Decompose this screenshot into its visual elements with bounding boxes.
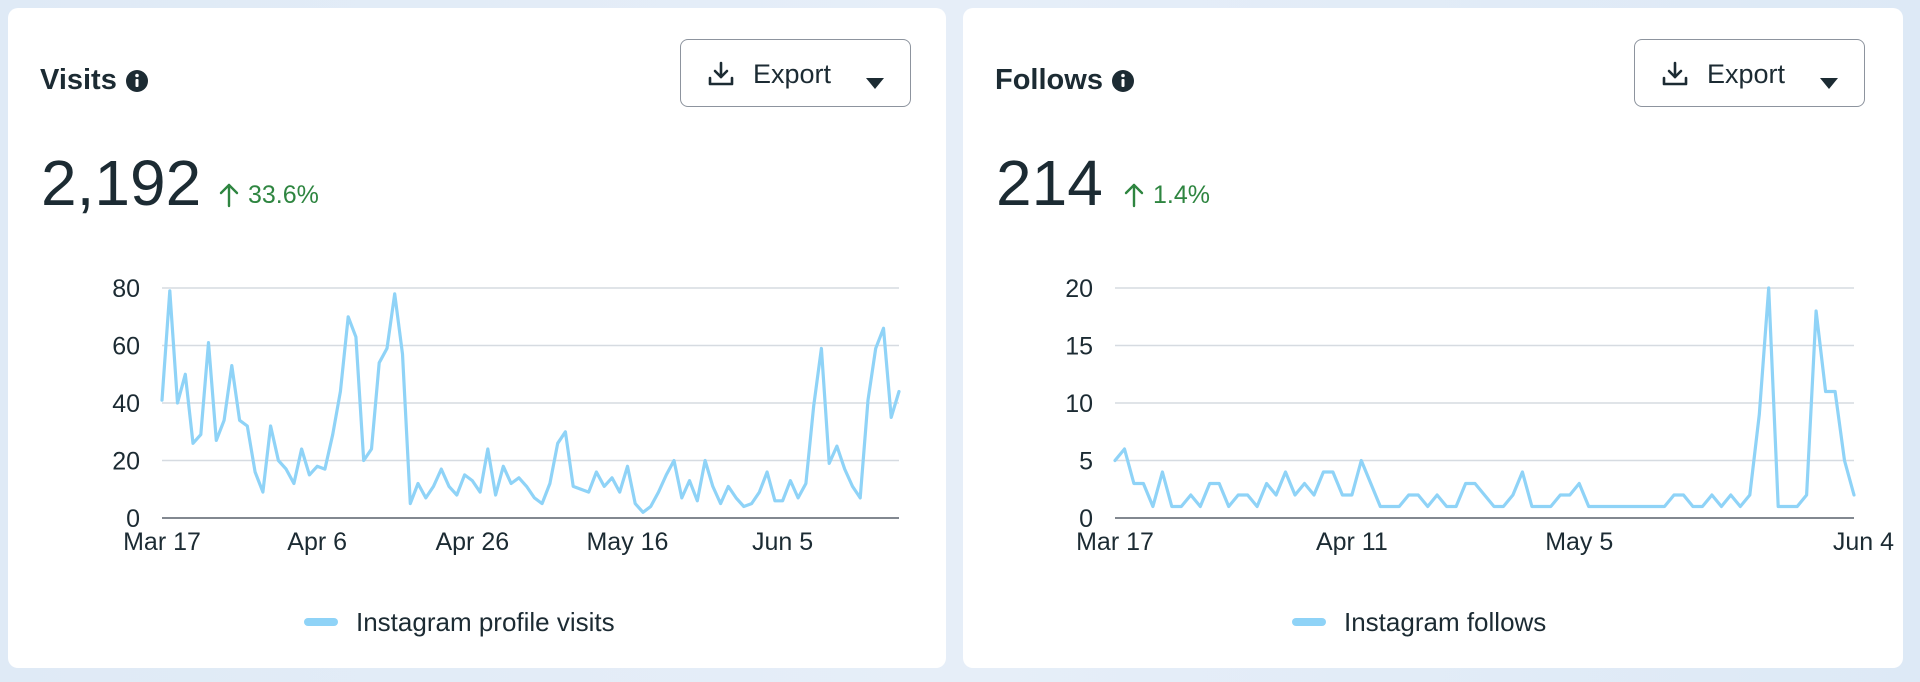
total-value: 214 (996, 147, 1103, 219)
x-tick-label: Apr 6 (287, 528, 347, 556)
up-arrow-icon (218, 182, 240, 208)
up-arrow-icon (1123, 182, 1145, 208)
x-tick-label: Mar 17 (123, 528, 201, 556)
card-title: Visits (40, 64, 149, 97)
x-tick-label: Apr 26 (435, 528, 509, 556)
download-icon (1661, 60, 1689, 88)
x-tick-label: May 16 (586, 528, 668, 556)
y-tick-label: 10 (1065, 390, 1093, 418)
export-button[interactable]: Export (1634, 39, 1865, 107)
caret-down-icon (865, 67, 885, 89)
y-tick-label: 15 (1065, 333, 1093, 361)
x-tick-label: Mar 17 (1076, 528, 1154, 556)
visits-title: Visits (40, 64, 117, 96)
delta-value: 33.6% (248, 180, 319, 209)
y-tick-label: 0 (1079, 505, 1093, 533)
series-line (160, 289, 901, 514)
x-tick-label: Jun 5 (752, 528, 813, 556)
series-line (1113, 286, 1856, 509)
y-tick-label: 80 (112, 275, 140, 303)
info-icon[interactable] (1111, 69, 1135, 93)
export-label: Export (1707, 59, 1786, 89)
delta-indicator: 1.4% (1123, 182, 1210, 208)
x-tick-label: Apr 11 (1316, 528, 1388, 556)
visits-card: Visits Export 2,192 33.6% 0 20 40 60 80 Mar 1… (8, 8, 946, 668)
follows-chart: 0 5 10 15 20 Mar 17 Apr 11 May 5 Jun 4 Instagram … (1065, 275, 1894, 637)
export-label: Export (753, 59, 832, 89)
caret-down-icon (1819, 67, 1839, 89)
delta-value: 1.4% (1153, 180, 1210, 209)
x-tick-label: May 5 (1545, 528, 1613, 556)
y-tick-label: 40 (112, 390, 140, 418)
y-tick-label: 0 (126, 505, 140, 533)
y-tick-label: 5 (1079, 448, 1093, 476)
follows-card: Follows Export 214 1.4% 0 5 10 15 20 Mar 17 Ap… (963, 8, 1903, 668)
legend-label: Instagram follows (1344, 607, 1546, 637)
export-button[interactable]: Export (680, 39, 911, 107)
info-icon[interactable] (125, 69, 149, 93)
total-value: 2,192 (41, 147, 202, 219)
download-icon (707, 60, 735, 88)
legend-label: Instagram profile visits (356, 607, 615, 637)
delta-indicator: 33.6% (218, 182, 319, 208)
y-tick-label: 20 (1065, 275, 1093, 303)
y-tick-label: 60 (112, 333, 140, 361)
y-tick-label: 20 (112, 448, 140, 476)
x-tick-label: Jun 4 (1833, 528, 1894, 556)
visits-chart: 0 20 40 60 80 Mar 17 Apr 6 Apr 26 May 16 Jun 5 Ins… (112, 275, 901, 637)
follows-title: Follows (995, 64, 1103, 96)
card-title: Follows (995, 64, 1135, 97)
